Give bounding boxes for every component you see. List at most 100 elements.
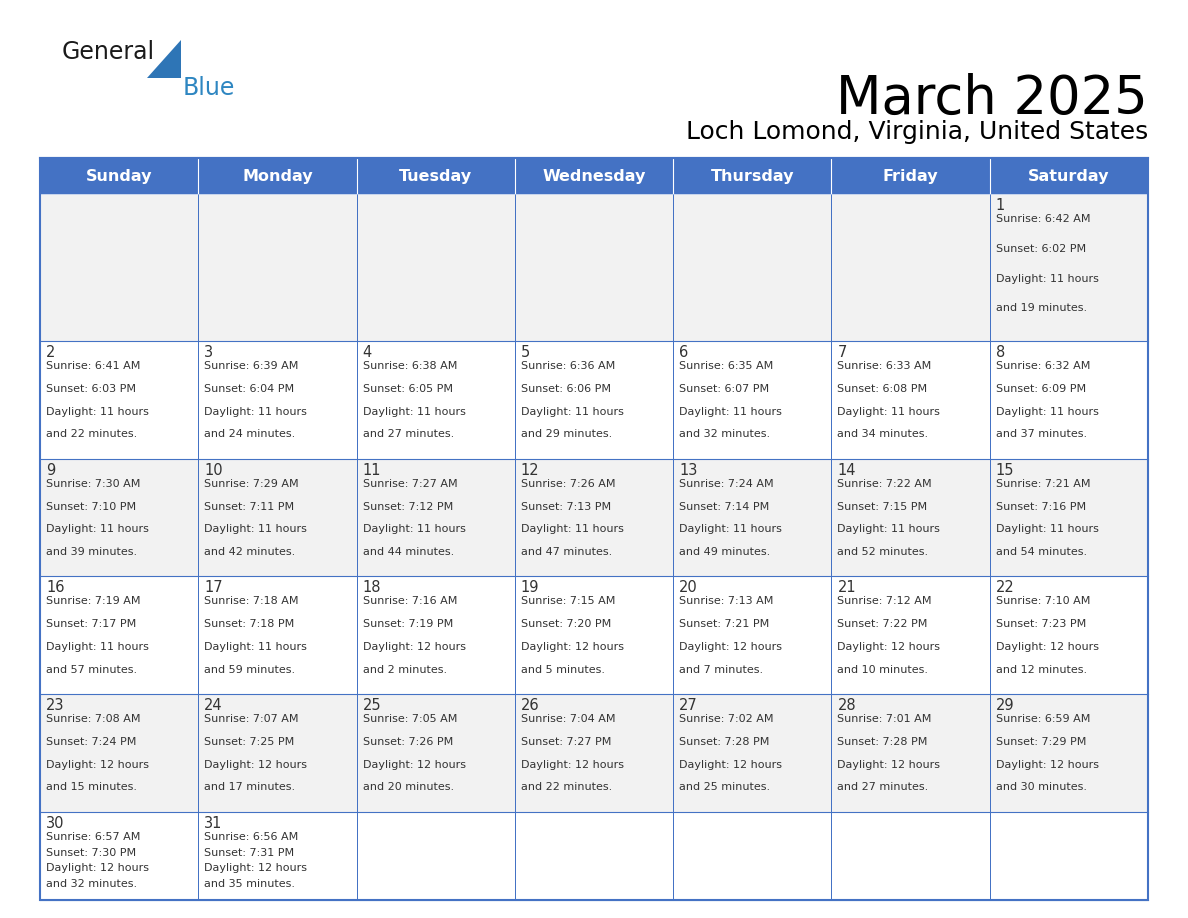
Text: Daylight: 11 hours: Daylight: 11 hours — [996, 407, 1099, 417]
Text: and 30 minutes.: and 30 minutes. — [996, 782, 1087, 792]
Text: and 19 minutes.: and 19 minutes. — [996, 303, 1087, 313]
Text: Sunrise: 6:35 AM: Sunrise: 6:35 AM — [680, 361, 773, 371]
Text: Sunrise: 6:42 AM: Sunrise: 6:42 AM — [996, 214, 1091, 224]
Bar — [990, 577, 1148, 694]
Text: Sunrise: 7:08 AM: Sunrise: 7:08 AM — [46, 714, 140, 724]
Text: Sunset: 6:09 PM: Sunset: 6:09 PM — [996, 384, 1086, 394]
Text: Daylight: 11 hours: Daylight: 11 hours — [46, 407, 148, 417]
Text: Sunset: 7:12 PM: Sunset: 7:12 PM — [362, 501, 453, 511]
Bar — [356, 694, 514, 812]
Text: 26: 26 — [520, 698, 539, 713]
Text: and 39 minutes.: and 39 minutes. — [46, 547, 137, 557]
Bar — [198, 158, 356, 194]
Bar — [198, 577, 356, 694]
Text: Daylight: 12 hours: Daylight: 12 hours — [46, 863, 148, 873]
Text: Sunrise: 6:39 AM: Sunrise: 6:39 AM — [204, 361, 298, 371]
Text: Daylight: 12 hours: Daylight: 12 hours — [46, 759, 148, 769]
Text: and 20 minutes.: and 20 minutes. — [362, 782, 454, 792]
Text: Sunset: 6:03 PM: Sunset: 6:03 PM — [46, 384, 135, 394]
Bar — [674, 341, 832, 459]
Text: Sunset: 7:22 PM: Sunset: 7:22 PM — [838, 620, 928, 629]
Bar — [40, 341, 198, 459]
Bar — [40, 158, 198, 194]
Bar — [40, 577, 198, 694]
Bar — [198, 694, 356, 812]
Text: Sunrise: 7:01 AM: Sunrise: 7:01 AM — [838, 714, 931, 724]
Text: and 52 minutes.: and 52 minutes. — [838, 547, 929, 557]
Text: Thursday: Thursday — [710, 169, 794, 184]
Bar — [198, 194, 356, 341]
Bar — [990, 694, 1148, 812]
Text: Tuesday: Tuesday — [399, 169, 473, 184]
Text: Sunrise: 7:26 AM: Sunrise: 7:26 AM — [520, 479, 615, 488]
Bar — [990, 341, 1148, 459]
Text: Daylight: 11 hours: Daylight: 11 hours — [838, 524, 941, 534]
Bar — [674, 694, 832, 812]
Bar — [514, 341, 674, 459]
Text: Sunrise: 7:29 AM: Sunrise: 7:29 AM — [204, 479, 299, 488]
Text: Sunrise: 6:57 AM: Sunrise: 6:57 AM — [46, 832, 140, 842]
Text: Sunset: 7:13 PM: Sunset: 7:13 PM — [520, 501, 611, 511]
Text: Sunset: 7:16 PM: Sunset: 7:16 PM — [996, 501, 1086, 511]
Text: Daylight: 11 hours: Daylight: 11 hours — [46, 642, 148, 652]
Text: Daylight: 12 hours: Daylight: 12 hours — [362, 642, 466, 652]
Bar — [674, 459, 832, 577]
Text: and 12 minutes.: and 12 minutes. — [996, 665, 1087, 675]
Text: and 10 minutes.: and 10 minutes. — [838, 665, 929, 675]
Bar — [832, 341, 990, 459]
Text: 21: 21 — [838, 580, 857, 596]
Text: Sunrise: 7:18 AM: Sunrise: 7:18 AM — [204, 597, 299, 607]
Text: 24: 24 — [204, 698, 223, 713]
Text: Daylight: 12 hours: Daylight: 12 hours — [996, 759, 1099, 769]
Bar — [990, 812, 1148, 900]
Text: and 34 minutes.: and 34 minutes. — [838, 430, 929, 440]
Text: Sunset: 7:28 PM: Sunset: 7:28 PM — [680, 737, 770, 747]
Text: Daylight: 11 hours: Daylight: 11 hours — [204, 642, 308, 652]
Text: and 54 minutes.: and 54 minutes. — [996, 547, 1087, 557]
Text: Sunset: 7:15 PM: Sunset: 7:15 PM — [838, 501, 928, 511]
Text: 29: 29 — [996, 698, 1015, 713]
Text: Daylight: 12 hours: Daylight: 12 hours — [204, 863, 308, 873]
Text: Sunrise: 7:15 AM: Sunrise: 7:15 AM — [520, 597, 615, 607]
Text: Sunrise: 7:22 AM: Sunrise: 7:22 AM — [838, 479, 933, 488]
Bar — [514, 459, 674, 577]
Bar — [40, 158, 1148, 900]
Text: Sunrise: 6:32 AM: Sunrise: 6:32 AM — [996, 361, 1091, 371]
Text: 2: 2 — [46, 345, 56, 360]
Bar — [356, 194, 514, 341]
Text: Friday: Friday — [883, 169, 939, 184]
Text: Sunset: 7:11 PM: Sunset: 7:11 PM — [204, 501, 295, 511]
Text: 8: 8 — [996, 345, 1005, 360]
Text: Sunrise: 7:12 AM: Sunrise: 7:12 AM — [838, 597, 931, 607]
Text: 18: 18 — [362, 580, 381, 596]
Text: and 37 minutes.: and 37 minutes. — [996, 430, 1087, 440]
Text: Sunset: 6:05 PM: Sunset: 6:05 PM — [362, 384, 453, 394]
Text: Sunset: 7:28 PM: Sunset: 7:28 PM — [838, 737, 928, 747]
Polygon shape — [147, 40, 181, 78]
Text: 4: 4 — [362, 345, 372, 360]
Text: Sunset: 7:26 PM: Sunset: 7:26 PM — [362, 737, 453, 747]
Text: 23: 23 — [46, 698, 64, 713]
Text: Daylight: 11 hours: Daylight: 11 hours — [520, 524, 624, 534]
Text: Daylight: 11 hours: Daylight: 11 hours — [204, 407, 308, 417]
Text: Sunrise: 7:19 AM: Sunrise: 7:19 AM — [46, 597, 140, 607]
Text: 5: 5 — [520, 345, 530, 360]
Bar — [514, 577, 674, 694]
Text: Sunset: 7:31 PM: Sunset: 7:31 PM — [204, 847, 295, 857]
Text: General: General — [62, 40, 156, 64]
Bar — [514, 694, 674, 812]
Bar — [832, 812, 990, 900]
Bar — [674, 194, 832, 341]
Bar — [674, 812, 832, 900]
Text: 14: 14 — [838, 463, 855, 477]
Text: Daylight: 12 hours: Daylight: 12 hours — [996, 642, 1099, 652]
Text: and 49 minutes.: and 49 minutes. — [680, 547, 770, 557]
Text: and 59 minutes.: and 59 minutes. — [204, 665, 296, 675]
Bar — [356, 812, 514, 900]
Bar — [832, 459, 990, 577]
Text: Sunset: 7:20 PM: Sunset: 7:20 PM — [520, 620, 611, 629]
Bar — [198, 341, 356, 459]
Text: Daylight: 11 hours: Daylight: 11 hours — [996, 274, 1099, 284]
Text: 7: 7 — [838, 345, 847, 360]
Text: Sunset: 7:18 PM: Sunset: 7:18 PM — [204, 620, 295, 629]
